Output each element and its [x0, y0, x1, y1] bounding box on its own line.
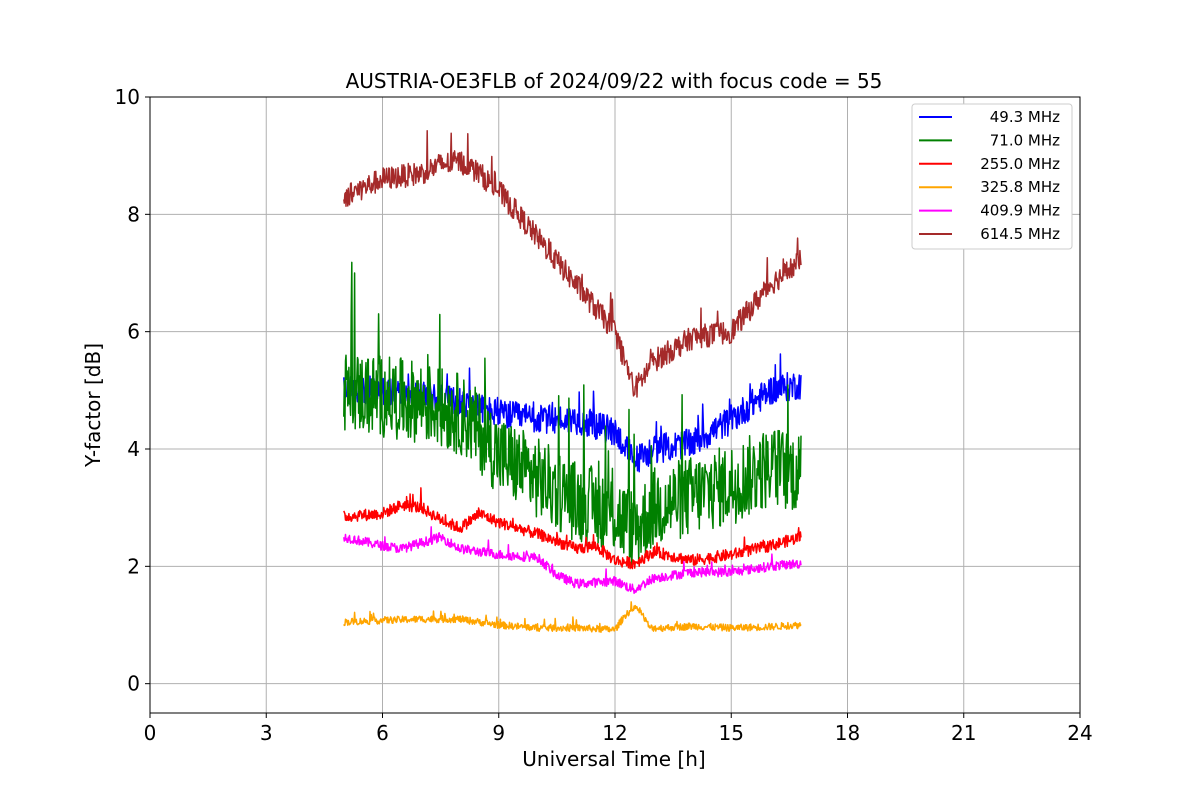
x-tick-label: 0: [144, 721, 157, 745]
series-line: [343, 526, 802, 595]
y-tick-label: 4: [127, 437, 140, 461]
series-line: [343, 261, 802, 567]
x-tick-label: 18: [835, 721, 860, 745]
legend-label: 71.0 MHz: [990, 131, 1060, 149]
legend-label: 49.3 MHz: [990, 108, 1060, 126]
y-tick-label: 8: [127, 202, 140, 226]
x-axis-title: Universal Time [h]: [522, 747, 705, 771]
x-tick-label: 6: [376, 721, 389, 745]
x-tick-label: 9: [492, 721, 505, 745]
legend-label: 325.8 MHz: [980, 178, 1060, 196]
series-line: [343, 130, 802, 398]
y-tick-label: 2: [127, 554, 140, 578]
x-tick-label: 21: [951, 721, 976, 745]
y-axis-title: Y-factor [dB]: [81, 343, 105, 468]
legend-label: 614.5 MHz: [980, 225, 1060, 243]
legend-label: 255.0 MHz: [980, 155, 1060, 173]
y-tick-label: 0: [127, 672, 140, 696]
x-tick-label: 15: [719, 721, 744, 745]
legend: 49.3 MHz 71.0 MHz 255.0 MHz 325.8 MHz 409.9 …: [911, 103, 1073, 250]
series-line: [343, 487, 802, 570]
chart-title: AUSTRIA-OE3FLB of 2024/09/22 with focus …: [346, 69, 883, 93]
x-tick-label: 24: [1067, 721, 1092, 745]
x-tick-label: 12: [602, 721, 627, 745]
series-lines: [343, 130, 802, 633]
x-tick-label: 3: [260, 721, 273, 745]
y-tick-label: 6: [127, 320, 140, 344]
series-line: [343, 601, 802, 633]
legend-label: 409.9 MHz: [980, 202, 1060, 220]
y-tick-label: 10: [115, 85, 140, 109]
